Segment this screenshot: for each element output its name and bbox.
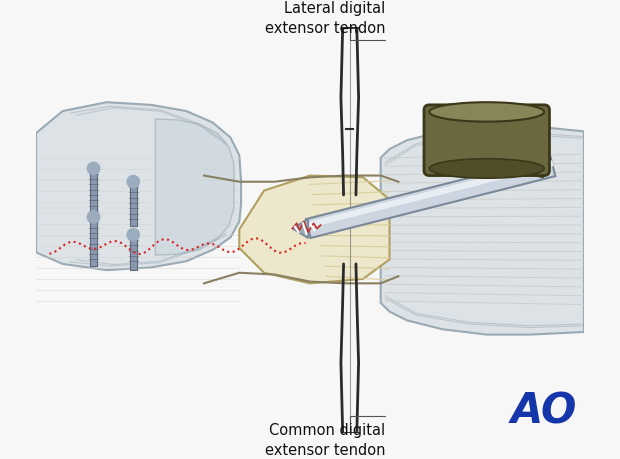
Polygon shape	[130, 235, 137, 270]
Text: AO: AO	[511, 391, 577, 432]
Ellipse shape	[429, 102, 544, 122]
Polygon shape	[381, 126, 584, 335]
Polygon shape	[156, 119, 234, 255]
Polygon shape	[130, 182, 137, 226]
Circle shape	[87, 211, 100, 223]
Text: Common digital
extensor tendon: Common digital extensor tendon	[265, 423, 385, 458]
Polygon shape	[428, 139, 546, 177]
Circle shape	[127, 175, 140, 188]
Polygon shape	[36, 102, 241, 270]
Polygon shape	[292, 219, 308, 238]
Polygon shape	[308, 160, 554, 228]
Polygon shape	[306, 157, 556, 238]
Polygon shape	[90, 217, 97, 266]
Polygon shape	[239, 175, 389, 283]
Circle shape	[87, 162, 100, 175]
Text: Lateral digital
extensor tendon: Lateral digital extensor tendon	[265, 1, 385, 36]
Circle shape	[127, 229, 140, 241]
Ellipse shape	[429, 159, 544, 178]
FancyBboxPatch shape	[424, 105, 549, 175]
Polygon shape	[90, 168, 97, 217]
